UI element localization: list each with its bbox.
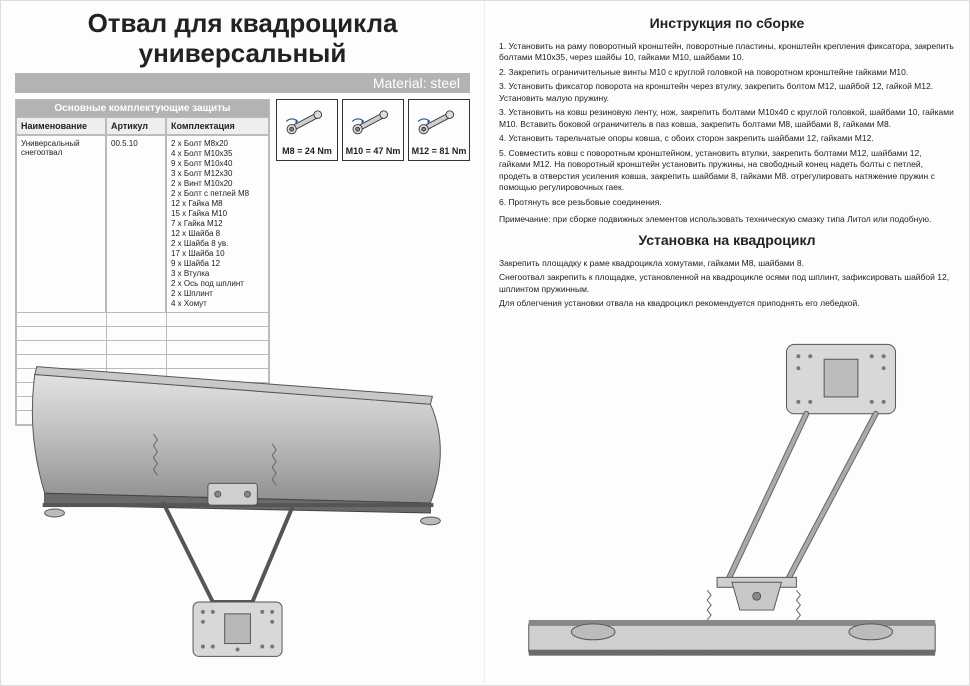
torque-label: M10 = 47 Nm (346, 146, 401, 156)
parts-row: Универсальный снегоотвал 00.5.10 2 х Бол… (16, 135, 269, 313)
material-bar: Material: steel (15, 73, 470, 93)
note-text: Примечание: при сборке подвижных элемент… (499, 214, 955, 225)
comp-item: 2 х Болт М8х20 (171, 139, 264, 149)
step-text: 3. Установить фиксатор поворота на кронш… (499, 81, 955, 104)
comp-item: 15 х Гайка М10 (171, 209, 264, 219)
assembly-heading: Инструкция по сборке (499, 15, 955, 31)
title-line2: универсальный (139, 38, 347, 68)
col-article: Артикул (106, 117, 166, 135)
title-line1: Отвал для квадроцикла (88, 8, 398, 38)
install-text: Для облегчения установки отвала на квадр… (499, 298, 955, 309)
cell-complectation: 2 х Болт М8х204 х Болт М10х359 х Болт М1… (166, 135, 269, 313)
torque-panel: M8 = 24 Nm M10 = 47 Nm M12 = 81 Nm (276, 99, 470, 161)
torque-spec: M10 = 47 Nm (342, 99, 404, 161)
install-text: Закрепить площадку к раме квадроцикла хо… (499, 258, 955, 269)
torque-label: M8 = 24 Nm (282, 146, 332, 156)
comp-item: 7 х Гайка М12 (171, 219, 264, 229)
comp-item: 2 х Шплинт (171, 289, 264, 299)
empty-row (16, 327, 269, 341)
step-text: 4. Установить тарельчатые опоры ковша, с… (499, 133, 955, 144)
empty-row (16, 313, 269, 327)
step-text: 3. Установить на ковш резиновую ленту, н… (499, 107, 955, 130)
parts-columns: Наименование Артикул Комплектация (16, 117, 269, 135)
step-text: 6. Протянуть все резьбовые соединения. (499, 197, 955, 208)
comp-item: 12 х Шайба 8 (171, 229, 264, 239)
plow-front-illustration (15, 351, 470, 675)
comp-item: 4 х Хомут (171, 299, 264, 309)
install-text: Снегоотвал закрепить к площадке, установ… (499, 272, 955, 295)
assembly-note: Примечание: при сборке подвижных элемент… (499, 214, 955, 225)
cell-article: 00.5.10 (106, 135, 166, 313)
torque-spec: M8 = 24 Nm (276, 99, 338, 161)
comp-item: 9 х Болт М10х40 (171, 159, 264, 169)
col-complectation: Комплектация (166, 117, 269, 135)
col-name: Наименование (16, 117, 106, 135)
torque-spec: M12 = 81 Nm (408, 99, 470, 161)
install-heading: Установка на квадроцикл (499, 232, 955, 248)
cell-name: Универсальный снегоотвал (16, 135, 106, 313)
step-text: 1. Установить на раму поворотный кронште… (499, 41, 955, 64)
plow-top-illustration (499, 331, 955, 675)
step-text: 2. Закрепить ограничительные винты М10 с… (499, 67, 955, 78)
comp-item: 2 х Шайба 8 ув. (171, 239, 264, 249)
step-text: 5. Совместить ковш с поворотным кронштей… (499, 148, 955, 194)
comp-item: 4 х Болт М10х35 (171, 149, 264, 159)
assembly-steps: 1. Установить на раму поворотный кронште… (499, 41, 955, 208)
parts-header: Основные комплектующие защиты (16, 100, 269, 117)
comp-item: 2 х Болт с петлей М8 (171, 189, 264, 199)
comp-item: 3 х Втулка (171, 269, 264, 279)
comp-item: 9 х Шайба 12 (171, 259, 264, 269)
comp-item: 17 х Шайба 10 (171, 249, 264, 259)
install-steps: Закрепить площадку к раме квадроцикла хо… (499, 258, 955, 310)
comp-item: 3 х Болт М12х30 (171, 169, 264, 179)
comp-item: 2 х Ось под шплинт (171, 279, 264, 289)
torque-label: M12 = 81 Nm (412, 146, 467, 156)
comp-item: 2 х Винт М10х20 (171, 179, 264, 189)
comp-item: 12 х Гайка М8 (171, 199, 264, 209)
title-block: Отвал для квадроцикла универсальный (15, 9, 470, 69)
